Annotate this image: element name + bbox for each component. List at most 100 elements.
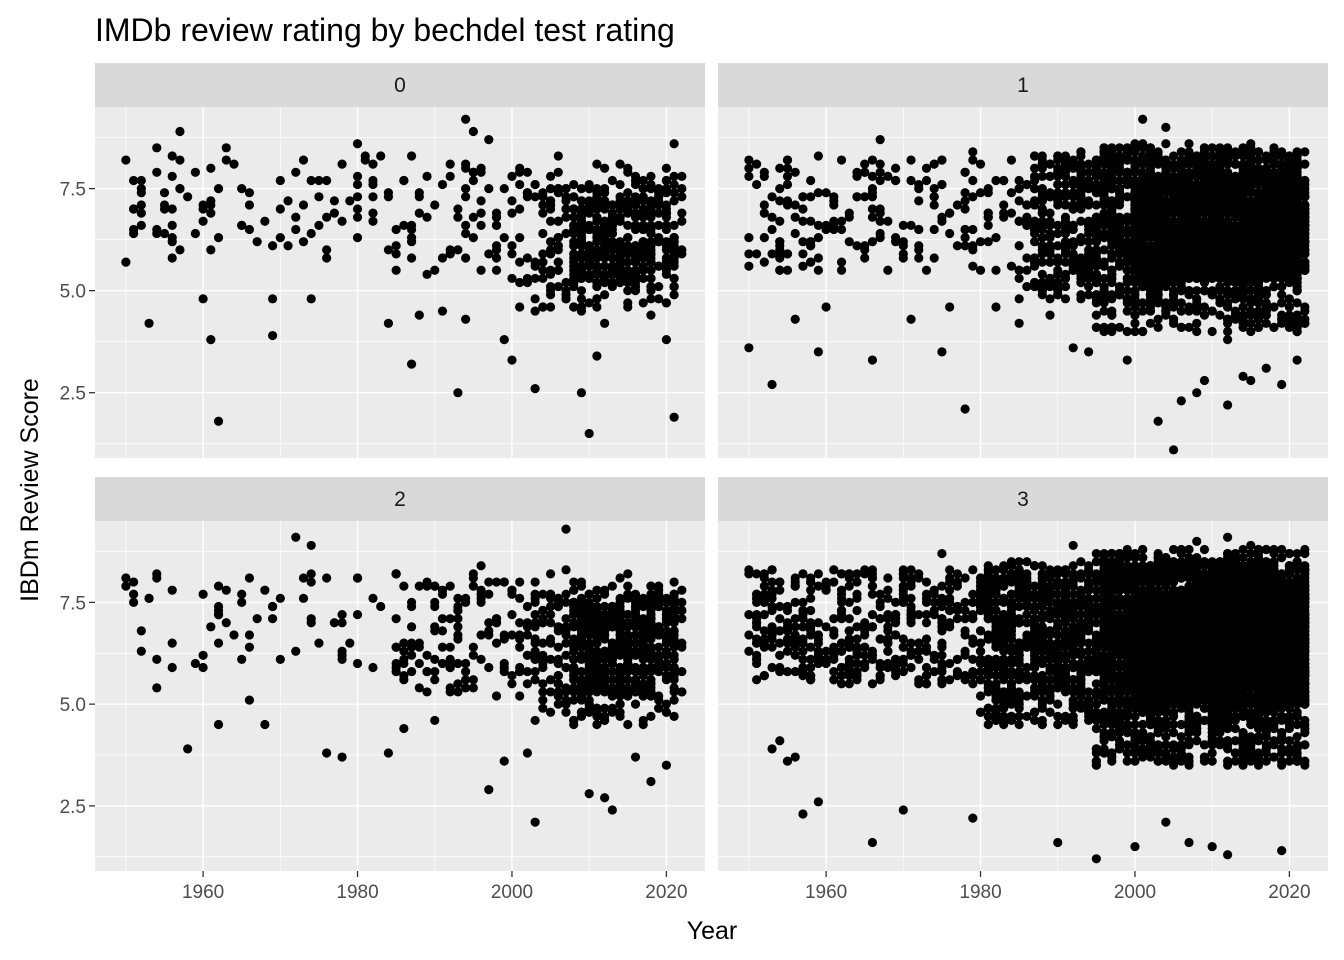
data-point (600, 253, 610, 263)
data-point (352, 610, 363, 620)
data-point (1130, 253, 1140, 263)
data-point (538, 228, 548, 239)
data-point (1277, 151, 1287, 161)
data-point (576, 286, 587, 296)
data-point (1184, 208, 1194, 218)
data-point (1037, 151, 1047, 161)
data-point (1277, 290, 1287, 300)
data-point (553, 622, 563, 632)
data-point (491, 220, 502, 230)
data-point (1192, 306, 1202, 316)
data-point (1130, 175, 1140, 186)
data-point (646, 711, 656, 721)
data-point (1246, 253, 1256, 263)
data-point (883, 265, 893, 275)
data-point (867, 171, 878, 181)
data-point (1199, 375, 1210, 386)
data-point (844, 212, 854, 222)
data-point (383, 318, 394, 328)
data-point (569, 261, 579, 271)
data-point (615, 159, 625, 169)
data-point (337, 216, 347, 226)
data-point (1114, 175, 1125, 186)
data-point (1091, 277, 1101, 288)
data-point (267, 330, 278, 341)
data-point (677, 642, 687, 652)
data-point (468, 642, 478, 652)
data-point (237, 220, 247, 230)
data-point (1130, 310, 1140, 320)
data-point (744, 171, 754, 181)
data-point (1207, 257, 1217, 267)
data-point (630, 257, 641, 267)
data-point (422, 666, 432, 677)
data-point (399, 581, 409, 591)
data-point (898, 241, 908, 251)
data-point (422, 650, 432, 660)
data-point (677, 245, 687, 255)
data-point (561, 184, 571, 194)
data-point (829, 192, 839, 202)
data-point (744, 233, 754, 243)
data-point (592, 719, 602, 730)
data-point (1037, 233, 1047, 243)
data-point (345, 196, 355, 206)
data-point (1223, 298, 1233, 308)
data-point (1199, 237, 1210, 247)
data-point (314, 220, 324, 230)
data-point (322, 175, 332, 186)
data-point (1153, 314, 1163, 324)
data-point (607, 261, 617, 271)
data-point (945, 208, 955, 218)
data-point (829, 216, 839, 226)
data-point (538, 192, 548, 202)
data-point (852, 171, 862, 181)
data-point (306, 577, 316, 587)
data-point (1045, 208, 1055, 218)
data-point (538, 273, 548, 284)
data-point (352, 658, 363, 669)
data-point (1261, 363, 1271, 373)
data-point (960, 196, 970, 206)
data-point (461, 228, 471, 239)
data-point (461, 192, 471, 202)
data-point (960, 241, 970, 251)
data-point (623, 204, 633, 214)
data-point (623, 188, 633, 198)
data-point (1060, 245, 1071, 255)
data-point (576, 265, 587, 275)
data-point (669, 273, 679, 284)
data-point (813, 347, 823, 357)
data-point (468, 126, 478, 137)
data-point (1223, 261, 1233, 271)
data-point (1168, 224, 1179, 235)
data-point (654, 192, 664, 202)
data-point (584, 196, 594, 206)
data-point (1261, 200, 1271, 210)
data-point (129, 204, 139, 214)
data-point (592, 302, 602, 312)
data-point (1076, 204, 1086, 214)
data-point (1161, 212, 1171, 222)
data-point (159, 188, 170, 198)
data-point (569, 179, 579, 190)
data-point (468, 675, 478, 685)
data-point (569, 585, 579, 595)
data-point (175, 184, 185, 194)
data-point (782, 171, 793, 181)
data-point (906, 155, 916, 165)
data-point (213, 610, 224, 620)
data-point (584, 208, 594, 218)
facet-panel-0: 0 (95, 63, 705, 458)
data-point (898, 220, 908, 230)
data-point (646, 597, 656, 607)
data-point (1045, 281, 1055, 292)
data-point (906, 175, 916, 186)
data-point (615, 200, 625, 210)
data-point (453, 204, 463, 214)
data-point (1246, 375, 1256, 386)
data-point (291, 646, 301, 656)
data-point (1045, 233, 1055, 243)
data-point (860, 192, 870, 202)
data-point (646, 265, 656, 275)
